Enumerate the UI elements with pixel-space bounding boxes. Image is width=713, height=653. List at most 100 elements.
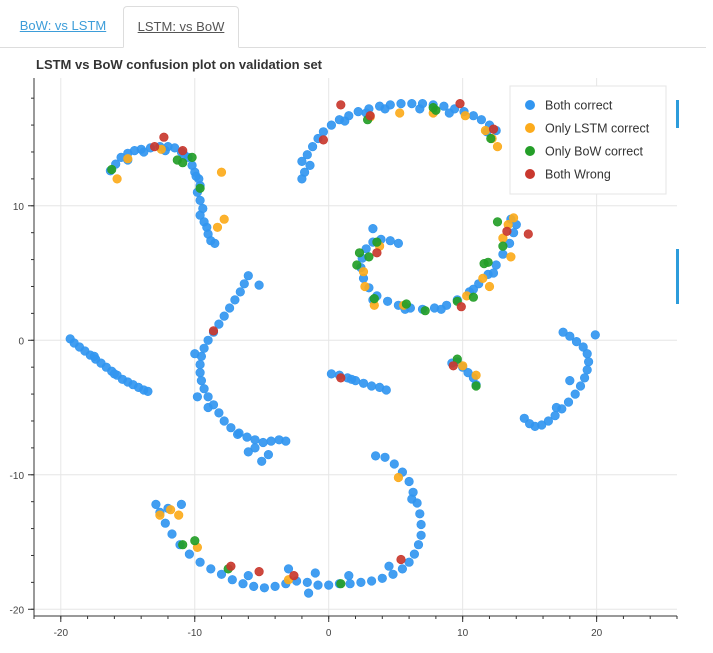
data-point [336,579,346,589]
data-point [243,447,253,457]
data-point [371,451,381,461]
data-point [583,357,594,367]
data-point [226,423,236,433]
data-point [238,579,248,589]
x-tick-label: 20 [591,628,603,639]
data-point [270,581,280,592]
data-point [384,561,394,571]
data-point [259,583,270,593]
data-point [150,141,160,152]
data-point [468,111,479,121]
data-point [397,564,408,574]
data-point [187,152,197,162]
data-point [336,100,346,110]
data-point [178,540,188,550]
data-point [455,98,465,109]
data-point [250,435,260,445]
data-point [326,369,337,379]
data-point [448,361,458,371]
data-point [407,98,417,109]
data-point [415,104,425,114]
data-point [89,351,99,362]
data-point [407,494,417,504]
data-point [281,436,291,446]
data-point [195,210,205,220]
legend-swatch [525,169,535,179]
data-point [393,238,404,248]
data-point [219,311,229,321]
data-point [498,241,508,251]
data-point [590,330,600,340]
data-point [372,237,382,247]
data-point [563,397,574,407]
data-point [416,519,426,530]
data-point [444,108,454,118]
data-point [364,252,374,262]
data-point [195,195,205,205]
data-point [579,373,590,383]
data-point [368,224,378,234]
data-point [582,349,592,359]
data-point [123,154,133,164]
data-point [404,557,414,567]
data-point [452,354,462,364]
data-point [558,327,568,337]
data-point [297,156,307,166]
data-point [431,105,441,115]
toolbar-indicator-bottom[interactable] [676,249,679,304]
data-point [239,279,249,289]
data-point [582,365,592,375]
data-point [468,292,479,302]
data-point [199,343,209,353]
data-point [243,271,253,281]
data-point [523,229,533,239]
legend-label: Both Wrong [545,168,611,182]
data-point [383,296,393,306]
data-point [565,331,575,341]
data-point [308,141,318,152]
data-point [340,116,350,126]
data-point [160,518,170,528]
data-point [345,579,355,589]
data-point [409,549,420,559]
data-point [196,376,206,386]
confusion-scatter-plot: LSTM vs BoW confusion plot on validation… [10,57,679,639]
data-point [203,402,213,413]
data-point [214,319,224,329]
data-point [381,385,391,395]
toolbar-indicator-top[interactable] [676,100,679,128]
data-point [367,576,377,586]
data-point [439,101,449,111]
data-point [195,368,205,378]
data-point [195,557,205,567]
data-point [258,437,268,448]
x-tick-label: -10 [188,628,203,639]
data-point [578,342,588,352]
tab-bow-vs-lstm[interactable]: BoW: vs LSTM [19,18,107,33]
data-point [420,306,430,316]
legend-label: Both correct [545,99,613,113]
data-point [190,536,200,546]
data-point [107,164,117,175]
data-point [190,349,200,359]
data-point [302,150,312,160]
data-point [266,436,276,446]
data-point [358,267,369,277]
data-point [436,304,446,314]
y-tick-label: -20 [10,605,25,616]
data-point [254,280,264,290]
data-point [508,213,519,223]
data-point [565,376,575,386]
data-point [214,408,224,418]
data-point [488,124,499,134]
data-point [302,577,312,588]
data-point [344,570,354,581]
data-point [184,549,194,559]
y-tick-label: 10 [13,202,25,213]
axes: -20 -10 0 10 20 -20 -10 0 10 [10,78,678,639]
tab-lstm-vs-bow[interactable]: LSTM: vs BoW [123,6,239,48]
data-point [388,569,398,579]
data-point [208,326,219,336]
x-tick-label: 10 [457,628,469,639]
data-point [305,160,315,170]
